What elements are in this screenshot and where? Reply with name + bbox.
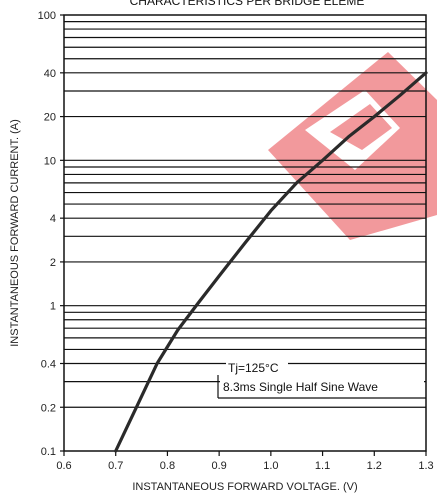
x-tick-label: 1.3	[418, 460, 433, 472]
annotation-temperature: Tj=125°C	[228, 361, 279, 375]
x-tick-label: 0.9	[211, 460, 226, 472]
annotation-waveform: 8.3ms Single Half Sine Wave	[223, 380, 378, 394]
x-tick-label: 0.8	[160, 460, 175, 472]
x-tick-label: 1.1	[315, 460, 330, 472]
chart-title: CHARACTERISTICS PER BRIDGE ELEME	[130, 0, 365, 8]
y-axis-title: INSTANTANEOUS FORWARD CURRENT. (A)	[9, 119, 21, 347]
y-tick-label: 20	[44, 112, 56, 124]
watermark-logo	[268, 52, 437, 240]
annotation-box: Tj=125°C 8.3ms Single Half Sine Wave	[217, 361, 426, 399]
x-tick-label: 1.0	[263, 460, 278, 472]
plot-frame	[63, 14, 427, 452]
y-tick-label: 100	[38, 10, 56, 22]
x-tick-label: 0.7	[108, 460, 123, 472]
y-tick-label: 10	[44, 155, 56, 167]
series-layer	[114, 71, 428, 453]
y-tick-label: 1	[50, 301, 56, 313]
y-tick-label: 0.4	[41, 359, 56, 371]
x-tick-label: 1.2	[367, 460, 382, 472]
x-tick-label: 0.6	[56, 460, 71, 472]
series-line	[114, 71, 428, 453]
y-tick-label: 4	[50, 213, 56, 225]
y-axis: 0.1 0.2 0.4 1 2 4 10 20 40 100	[38, 10, 64, 458]
y-tick-label: 40	[44, 68, 56, 80]
y-tick-label: 0.1	[41, 446, 56, 458]
y-tick-label: 2	[50, 257, 56, 269]
y-tick-label: 0.2	[41, 402, 56, 414]
x-axis: 0.6 0.7 0.8 0.9 1.0 1.1 1.2 1.3	[56, 451, 434, 472]
x-axis-title: INSTANTANEOUS FORWARD VOLTAGE. (V)	[132, 481, 357, 493]
